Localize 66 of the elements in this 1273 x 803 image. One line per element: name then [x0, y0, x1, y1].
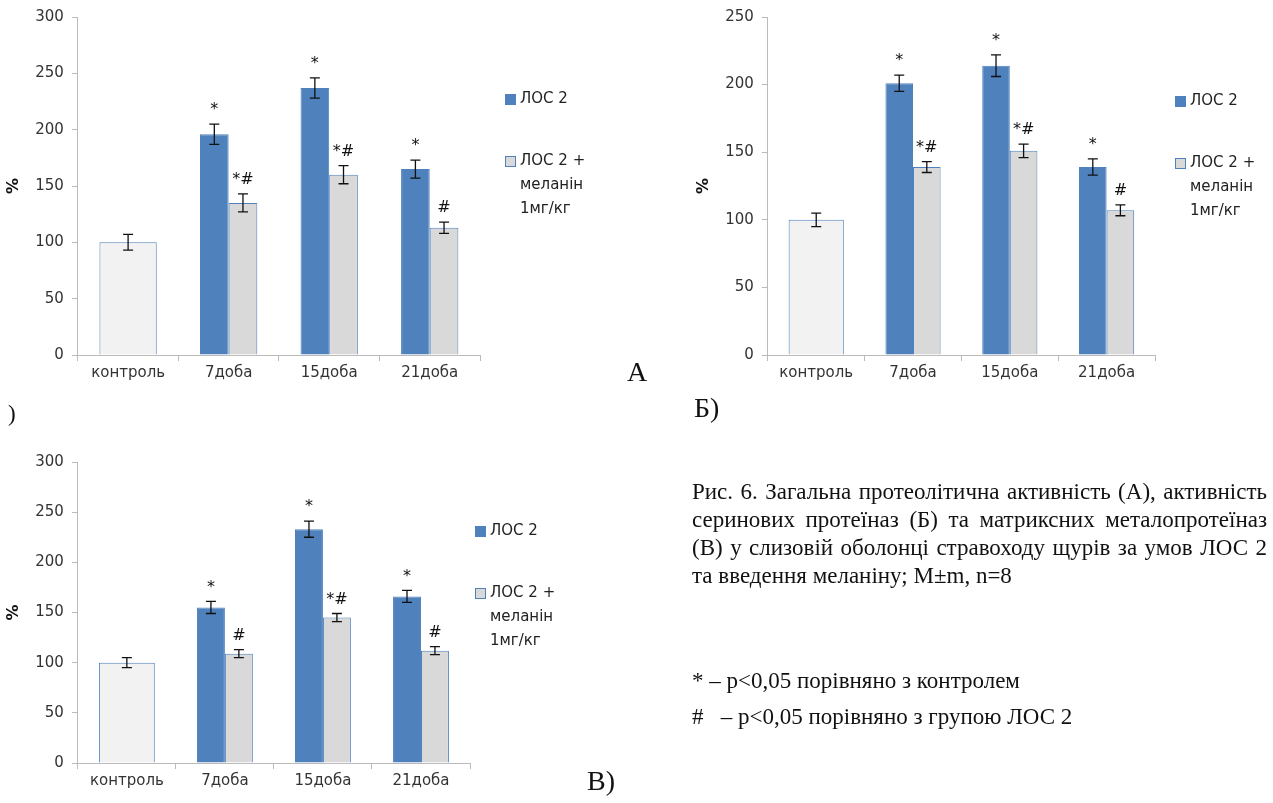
x-tick-label: контроль: [779, 362, 854, 381]
legend-label: ЛОС 2: [520, 88, 569, 109]
x-tick-label: контроль: [91, 362, 166, 381]
x-tick-label: 7доба: [204, 362, 253, 381]
x-tick-label: контроль: [89, 770, 164, 789]
y-tick-label: 50: [44, 288, 64, 307]
data-label: *#: [1012, 119, 1035, 139]
text: Рис. 6. Загальна протеолітична активність (А), активність серинових протеїназ (Б) та матриксних металопротеїназ (В) у слизовій оболонці стравоходу щурів за умов ЛОС 2 та введення меланіну; M±m, n=8: [692, 478, 1267, 590]
text: # – p<0,05 порівняно з групою ЛОС 2: [692, 703, 1073, 731]
y-tick-label: 0: [54, 752, 64, 771]
y-tick-label: 200: [35, 552, 64, 571]
data-label: *#: [232, 169, 254, 189]
y-tick-label: 250: [725, 6, 754, 25]
x-tick-label: 21доба: [1078, 362, 1136, 381]
x-tick-label: 21доба: [392, 770, 450, 789]
data-label: *#: [332, 140, 355, 160]
data-label: *: [210, 99, 219, 119]
text: Б): [694, 392, 720, 424]
text: В): [587, 765, 615, 797]
x-tick-label: 21доба: [401, 362, 459, 381]
y-tick-label: 300: [35, 6, 64, 25]
data-label: *#: [916, 136, 938, 156]
y-tick-label: 250: [35, 63, 64, 82]
y-axis-title: %: [2, 177, 22, 195]
y-tick-label: 150: [725, 142, 754, 161]
y-tick-label: 50: [734, 277, 754, 296]
y-axis-title: %: [692, 177, 712, 195]
y-tick-label: 200: [725, 74, 754, 93]
y-tick-label: 50: [44, 702, 64, 721]
x-tick-label: 15доба: [300, 362, 358, 381]
legend-label: ЛОС 2: [1190, 90, 1239, 111]
y-tick-label: 0: [54, 344, 64, 363]
y-tick-label: 100: [35, 652, 64, 671]
y-tick-label: 150: [35, 175, 64, 194]
y-tick-label: 150: [35, 602, 64, 621]
data-label: #: [428, 621, 442, 641]
data-label: #: [437, 197, 451, 217]
data-label: *: [206, 576, 215, 596]
x-tick-label: 15доба: [981, 362, 1039, 381]
data-label: *: [403, 565, 412, 585]
y-tick-label: 0: [744, 344, 754, 363]
legend-label: ЛОС 2 + меланін 1мг/кг: [490, 582, 557, 651]
y-axis-title: %: [2, 604, 22, 621]
legend-label: ЛОС 2: [490, 520, 539, 541]
data-label: *: [411, 135, 420, 155]
y-tick-label: 200: [35, 119, 64, 138]
data-label: *: [992, 30, 1001, 50]
text: ): [8, 400, 16, 428]
y-tick-label: 100: [35, 232, 64, 251]
text: * – p<0,05 порівняно з контролем: [692, 667, 1020, 695]
x-tick-label: 7доба: [889, 362, 937, 381]
text: А: [627, 356, 648, 388]
data-label: *: [1088, 134, 1097, 154]
x-tick-label: 7доба: [201, 770, 249, 789]
y-tick-label: 100: [725, 209, 754, 228]
y-tick-label: 300: [35, 451, 64, 470]
y-tick-label: 250: [35, 502, 64, 521]
data-label: *#: [326, 588, 348, 608]
data-label: *: [304, 496, 313, 516]
legend-label: ЛОС 2 + меланін 1мг/кг: [1190, 152, 1257, 221]
data-label: *: [310, 53, 319, 72]
x-tick-label: 15доба: [294, 770, 352, 789]
data-label: #: [1113, 180, 1128, 200]
legend-label: ЛОС 2 + меланін 1мг/кг: [520, 150, 587, 219]
data-label: #: [232, 624, 246, 644]
data-label: *: [895, 50, 904, 70]
